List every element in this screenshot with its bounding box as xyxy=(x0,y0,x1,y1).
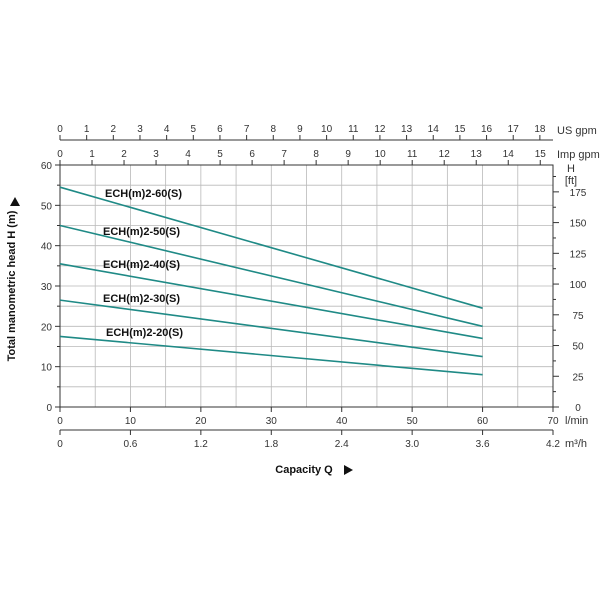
m3h-tick-label: 3.6 xyxy=(476,439,490,450)
y-tick-label: 20 xyxy=(41,322,53,333)
ft-tick-label: 50 xyxy=(572,342,584,353)
y-tick-label: 60 xyxy=(41,161,53,172)
x-tick-label: 70 xyxy=(547,416,559,427)
series-label: ECH(m)2-50(S) xyxy=(103,226,180,238)
x-tick-label: 30 xyxy=(266,416,278,427)
ft-tick-label: 150 xyxy=(570,219,587,230)
x-tick-label: 0 xyxy=(57,416,63,427)
y-tick-label: 10 xyxy=(41,363,53,374)
x-tick-label: 60 xyxy=(477,416,489,427)
usgpm-tick-label: 3 xyxy=(137,124,143,135)
usgpm-tick-label: 0 xyxy=(57,124,63,135)
m3h-tick-label: 2.4 xyxy=(335,439,349,450)
x-tick-label: 10 xyxy=(125,416,137,427)
curve-ech-m-2-30-s- xyxy=(59,299,483,358)
curve-ech-m-2-20-s- xyxy=(59,335,483,376)
imp-tick-label: 6 xyxy=(249,149,255,160)
x-axis-arrow-icon xyxy=(344,465,353,475)
imp-tick-label: 7 xyxy=(281,149,287,160)
usgpm-tick-label: 17 xyxy=(508,124,520,135)
y-axis-arrow-icon xyxy=(10,197,20,206)
usgpm-tick-label: 10 xyxy=(321,124,333,135)
imp-tick-label: 11 xyxy=(407,149,418,160)
usgpm-tick-label: 8 xyxy=(270,124,276,135)
y-axis-title: Total manometric head H (m) xyxy=(6,210,18,361)
series-label: ECH(m)2-20(S) xyxy=(106,327,183,339)
series-label: ECH(m)2-60(S) xyxy=(105,188,182,200)
imp-axis-unit: Imp gpm xyxy=(557,149,600,161)
imp-tick-label: 15 xyxy=(535,149,547,160)
y-tick-label: 30 xyxy=(41,282,53,293)
usgpm-tick-label: 12 xyxy=(374,124,386,135)
usgpm-tick-label: 16 xyxy=(481,124,493,135)
usgpm-tick-label: 9 xyxy=(297,124,303,135)
usgpm-axis-unit: US gpm xyxy=(557,125,597,137)
right-axis-unit-ft: [ft] xyxy=(565,175,577,187)
ft-tick-label: 100 xyxy=(570,280,587,291)
usgpm-tick-label: 11 xyxy=(348,124,359,135)
x-tick-label: 20 xyxy=(195,416,207,427)
usgpm-tick-label: 7 xyxy=(244,124,250,135)
imp-tick-label: 8 xyxy=(313,149,319,160)
m3h-tick-label: 1.8 xyxy=(264,439,278,450)
usgpm-tick-label: 13 xyxy=(401,124,413,135)
x-tick-label: 50 xyxy=(407,416,419,427)
ft-tick-label: 75 xyxy=(572,311,584,322)
y-tick-label: 40 xyxy=(41,242,53,253)
x-axis-title: Capacity Q xyxy=(275,464,333,476)
usgpm-tick-label: 14 xyxy=(428,124,440,135)
imp-tick-label: 12 xyxy=(439,149,451,160)
x-tick-label: 40 xyxy=(336,416,348,427)
y-tick-label: 0 xyxy=(46,403,52,414)
usgpm-tick-label: 6 xyxy=(217,124,223,135)
usgpm-tick-label: 4 xyxy=(164,124,170,135)
imp-tick-label: 10 xyxy=(375,149,387,160)
m3h-tick-label: 3.0 xyxy=(405,439,419,450)
imp-tick-label: 0 xyxy=(57,149,63,160)
imp-tick-label: 1 xyxy=(89,149,95,160)
imp-tick-label: 3 xyxy=(153,149,159,160)
m3h-tick-label: 4.2 xyxy=(546,439,560,450)
series-label: ECH(m)2-40(S) xyxy=(103,259,180,271)
imp-tick-label: 4 xyxy=(185,149,191,160)
m3h-tick-label: 0 xyxy=(57,439,63,450)
right-axis-unit-h: H xyxy=(567,163,575,175)
imp-tick-label: 5 xyxy=(217,149,223,160)
m3h-tick-label: 0.6 xyxy=(123,439,137,450)
usgpm-tick-label: 5 xyxy=(191,124,197,135)
curve-ech-m-2-60-s- xyxy=(59,186,483,309)
y-tick-label: 50 xyxy=(41,201,53,212)
ft-tick-label: 175 xyxy=(570,188,587,199)
usgpm-tick-label: 2 xyxy=(111,124,117,135)
x-axis-unit: l/min xyxy=(565,415,588,427)
imp-tick-label: 2 xyxy=(121,149,127,160)
curve-ech-m-2-40-s- xyxy=(59,263,483,340)
imp-tick-label: 14 xyxy=(503,149,515,160)
ft-tick-label: 25 xyxy=(572,372,584,383)
imp-tick-label: 13 xyxy=(471,149,483,160)
ft-tick-label: 0 xyxy=(575,403,581,414)
ft-tick-label: 125 xyxy=(570,249,587,260)
series-label: ECH(m)2-30(S) xyxy=(103,293,180,305)
m3h-axis-unit: m³/h xyxy=(565,438,587,450)
m3h-tick-label: 1.2 xyxy=(194,439,208,450)
curve-ech-m-2-50-s- xyxy=(59,224,483,328)
usgpm-tick-label: 18 xyxy=(534,124,546,135)
usgpm-tick-label: 1 xyxy=(84,124,90,135)
imp-tick-label: 9 xyxy=(345,149,351,160)
usgpm-tick-label: 15 xyxy=(454,124,466,135)
